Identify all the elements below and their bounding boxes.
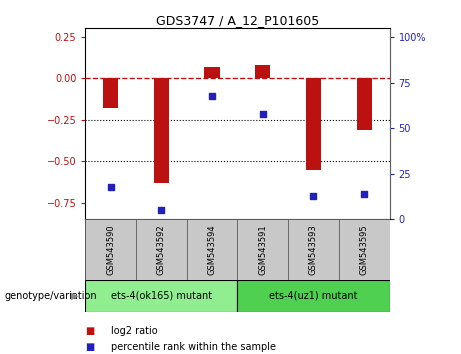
Bar [204,67,219,78]
Text: GSM543593: GSM543593 [309,224,318,275]
Point [208,93,216,98]
Text: ets-4(uz1) mutant: ets-4(uz1) mutant [269,291,358,301]
Text: ets-4(ok165) mutant: ets-4(ok165) mutant [111,291,212,301]
Bar [103,78,118,108]
Bar [187,219,237,280]
Bar [255,65,270,78]
Text: ▶: ▶ [71,291,79,301]
Text: GSM543595: GSM543595 [360,224,369,275]
Bar [85,280,237,312]
Text: GSM543592: GSM543592 [157,224,166,275]
Bar [339,219,390,280]
Text: log2 ratio: log2 ratio [111,326,157,336]
Bar [154,78,169,183]
Text: ■: ■ [85,326,95,336]
Bar [288,219,339,280]
Bar [136,219,187,280]
Point [361,191,368,197]
Bar [306,78,321,170]
Bar [356,78,372,130]
Text: percentile rank within the sample: percentile rank within the sample [111,342,276,352]
Text: GSM543594: GSM543594 [207,224,217,275]
Text: genotype/variation: genotype/variation [5,291,97,301]
Point [158,207,165,213]
Bar [237,280,390,312]
Bar [237,219,288,280]
Text: GSM543590: GSM543590 [106,224,115,275]
Point [107,184,114,189]
Text: GSM543591: GSM543591 [258,224,267,275]
Point [259,111,266,117]
Title: GDS3747 / A_12_P101605: GDS3747 / A_12_P101605 [156,14,319,27]
Bar [85,219,136,280]
Text: ■: ■ [85,342,95,352]
Point [310,193,317,199]
